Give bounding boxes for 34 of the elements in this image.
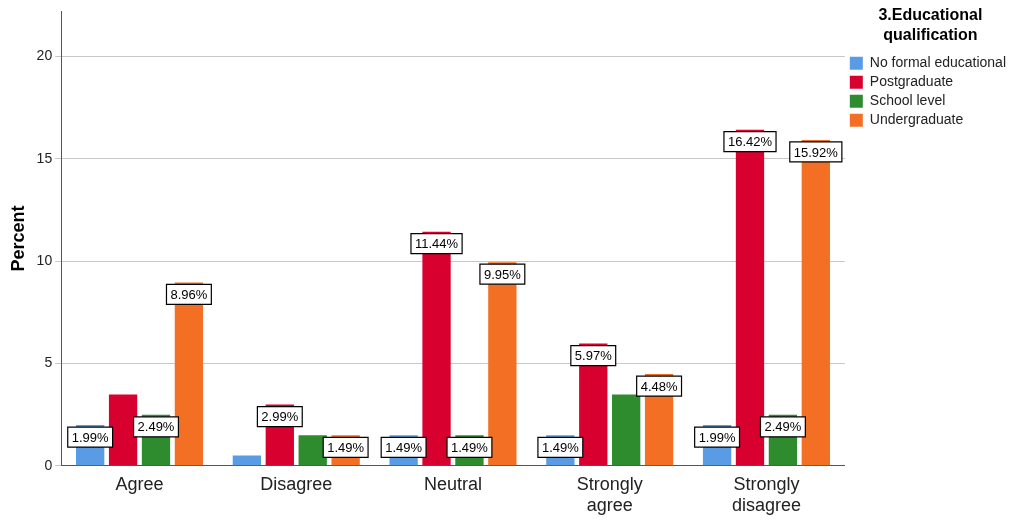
x-tick-label: Strongly agree [576, 473, 643, 516]
data-label: 2.99% [261, 409, 299, 425]
data-label: 2.49% [137, 419, 175, 435]
y-tick-label: 5 [44, 354, 53, 371]
y-tick-label: 15 [36, 149, 53, 166]
data-label: 16.42% [727, 134, 773, 150]
legend-label: School level [869, 92, 946, 109]
legend-label: Postgraduate [869, 73, 954, 90]
data-label: 11.44% [414, 236, 459, 252]
data-label: 9.95% [483, 266, 522, 282]
data-label: 1.99% [71, 429, 110, 445]
x-tick-label: Agree [115, 473, 164, 494]
data-label: 5.97% [574, 348, 613, 364]
y-axis-title: Percent [7, 205, 28, 272]
y-tick-label: 0 [44, 456, 53, 473]
data-label: 1.49% [451, 439, 489, 455]
bar [232, 455, 262, 466]
x-tick-label: Disagree [260, 473, 333, 494]
x-tick-label: Strongly disagree [731, 473, 801, 516]
legend-label: Undergraduate [869, 111, 964, 128]
data-label: 2.49% [764, 419, 802, 435]
y-tick-label: 20 [36, 47, 53, 64]
legend-title: 3.Educational qualification [878, 6, 983, 43]
data-label: 15.92% [793, 144, 839, 160]
data-label: 1.49% [541, 439, 580, 455]
data-label: 1.99% [698, 429, 736, 445]
legend-label: No formal educational [869, 54, 1006, 71]
data-label: 8.96% [170, 286, 208, 302]
data-label: 1.49% [327, 439, 365, 455]
y-tick-label: 10 [36, 251, 53, 268]
x-tick-label: Neutral [423, 473, 483, 494]
bar [612, 394, 641, 466]
data-label: 1.49% [385, 439, 423, 455]
data-label: 4.48% [640, 378, 678, 394]
